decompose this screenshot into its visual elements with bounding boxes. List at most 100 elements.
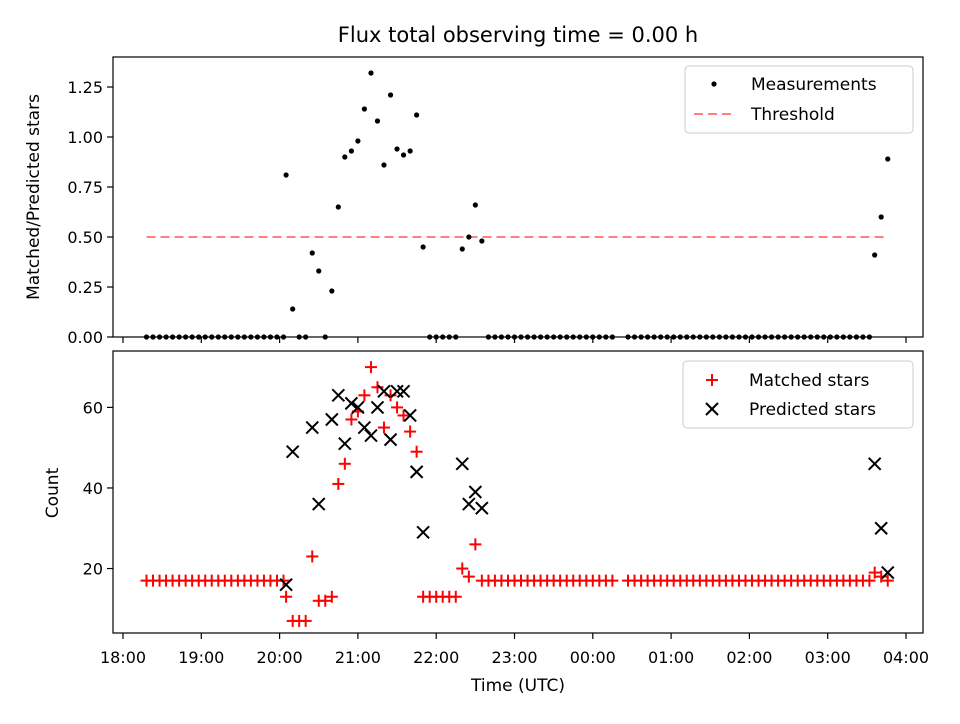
matched-star-marker bbox=[338, 457, 351, 470]
bottom-x-tick-label: 19:00 bbox=[178, 648, 224, 667]
measurement-point bbox=[557, 334, 563, 340]
measurement-point bbox=[407, 148, 413, 154]
measurement-point bbox=[801, 334, 807, 340]
bottom-x-tick-label: 02:00 bbox=[726, 648, 772, 667]
bottom-x-tick-label: 21:00 bbox=[335, 648, 381, 667]
measurement-point bbox=[261, 334, 267, 340]
measurement-point bbox=[625, 334, 631, 340]
bottom-x-axis: 18:00 19:00 20:00 21:00 22:00 23:00 00:00 01:00… bbox=[100, 633, 929, 667]
matched-star-marker bbox=[881, 574, 894, 587]
measurement-point bbox=[697, 334, 703, 340]
measurement-point bbox=[150, 334, 156, 340]
measurement-point bbox=[342, 154, 348, 160]
top-y-tick-label: 1.00 bbox=[67, 128, 103, 147]
matched-star-marker bbox=[377, 421, 390, 434]
measurement-point bbox=[316, 268, 322, 274]
measurement-point bbox=[762, 334, 768, 340]
top-legend: Measurements Threshold bbox=[684, 65, 914, 134]
bottom-x-tick-label: 18:00 bbox=[100, 648, 146, 667]
predicted-star-marker bbox=[279, 577, 293, 592]
predicted-star-marker bbox=[475, 501, 489, 515]
measurement-point bbox=[498, 334, 505, 340]
matched-star-marker bbox=[391, 401, 404, 414]
measurement-point bbox=[671, 334, 677, 340]
measurement-point bbox=[427, 334, 433, 340]
predicted-star-marker bbox=[344, 396, 359, 411]
measurement-point bbox=[866, 334, 873, 340]
top-chart-title: Flux total observing time = 0.00 h bbox=[338, 23, 698, 47]
matched-star-marker bbox=[358, 389, 371, 402]
matched-star-marker bbox=[456, 562, 469, 575]
predicted-star-marker bbox=[357, 420, 372, 435]
measurement-point bbox=[821, 334, 827, 340]
predicted-star-marker bbox=[416, 525, 430, 539]
measurement-point bbox=[511, 334, 518, 340]
top-data-marks bbox=[143, 70, 891, 340]
measurement-point bbox=[222, 334, 228, 340]
measurement-point bbox=[840, 334, 846, 340]
measurement-point bbox=[795, 334, 801, 340]
measurement-point bbox=[703, 334, 709, 340]
measurement-point bbox=[472, 202, 478, 208]
measurement-point bbox=[309, 250, 315, 256]
measurement-point bbox=[853, 334, 860, 340]
bottom-x-tick-label: 20:00 bbox=[257, 648, 303, 667]
predicted-star-marker bbox=[377, 384, 391, 398]
measurement-point bbox=[196, 334, 202, 340]
matched-star-marker bbox=[319, 594, 332, 607]
measurement-point bbox=[860, 334, 866, 340]
measurement-point bbox=[394, 146, 400, 152]
measurement-point bbox=[827, 334, 833, 340]
measurement-point bbox=[651, 334, 657, 340]
measurement-point bbox=[590, 334, 596, 340]
measurement-point bbox=[609, 334, 615, 340]
bottom-x-tick-label: 01:00 bbox=[648, 648, 694, 667]
bottom-y-axis-label: Count bbox=[43, 467, 63, 518]
measurement-point bbox=[274, 334, 280, 340]
matched-star-marker bbox=[325, 590, 338, 603]
legend-label-measurements: Measurements bbox=[751, 75, 877, 95]
matched-star-marker bbox=[384, 389, 397, 402]
measurement-point bbox=[716, 334, 723, 340]
measurement-point bbox=[492, 334, 498, 340]
measurement-point bbox=[420, 244, 426, 250]
measurement-point bbox=[808, 334, 814, 340]
bottom-x-tick-label: 00:00 bbox=[570, 648, 616, 667]
top-y-tick-label: 0.75 bbox=[67, 178, 103, 197]
measurement-point bbox=[433, 334, 439, 340]
measurement-point bbox=[631, 334, 638, 340]
measurement-point bbox=[775, 334, 781, 340]
measurement-point bbox=[296, 334, 302, 340]
measurement-point bbox=[290, 306, 296, 312]
matched-star-marker bbox=[280, 590, 293, 603]
measurement-point bbox=[755, 334, 762, 340]
measurement-point bbox=[690, 334, 696, 340]
measurement-point bbox=[710, 334, 716, 340]
bottom-y-axis: 20 40 60 bbox=[83, 398, 113, 579]
top-panel: 0.00 0.25 0.50 0.75 1.00 1.25 Matched/Predict… bbox=[24, 56, 924, 347]
top-plot-frame bbox=[112, 56, 924, 338]
measurement-point bbox=[872, 252, 878, 258]
matched-star-marker bbox=[299, 614, 312, 627]
measurement-point bbox=[446, 334, 452, 340]
predicted-star-marker bbox=[874, 521, 888, 535]
measurement-point bbox=[729, 334, 736, 340]
matched-star-marker bbox=[345, 413, 358, 426]
measurement-point bbox=[885, 156, 891, 162]
measurement-point bbox=[267, 334, 274, 340]
measurement-point bbox=[749, 334, 755, 340]
measurement-point bbox=[183, 334, 189, 340]
measurement-point bbox=[485, 334, 492, 340]
predicted-star-marker bbox=[305, 420, 319, 435]
measurement-point bbox=[596, 334, 602, 340]
matched-star-marker bbox=[306, 550, 319, 563]
measurement-point bbox=[361, 106, 367, 112]
measurement-point bbox=[664, 334, 670, 340]
legend-label-threshold: Threshold bbox=[750, 105, 835, 125]
matched-star-marker bbox=[410, 445, 423, 458]
matched-star-marker bbox=[449, 590, 462, 603]
matched-star-marker bbox=[469, 538, 482, 551]
predicted-star-marker bbox=[285, 445, 300, 459]
predicted-star-marker bbox=[462, 497, 476, 511]
measurement-point bbox=[847, 334, 853, 340]
